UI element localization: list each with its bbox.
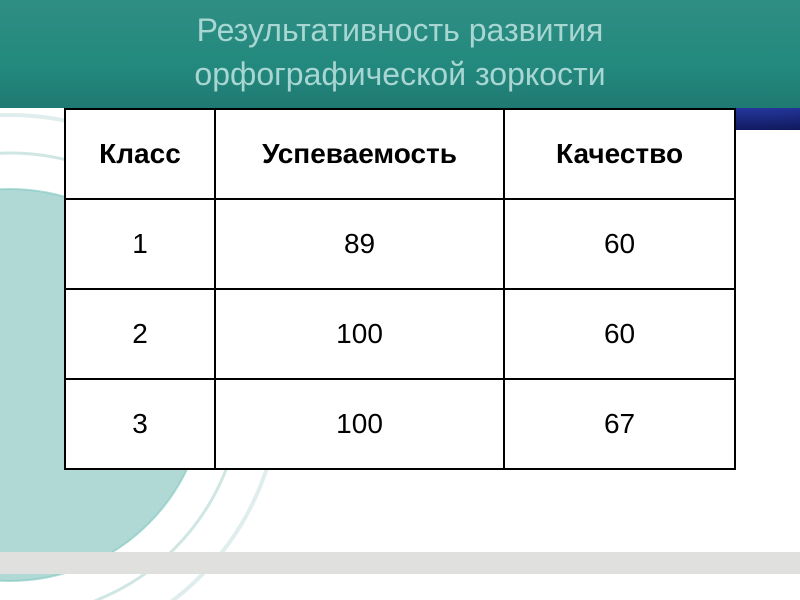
cell-class: 3 bbox=[65, 379, 215, 469]
table-row: 2 100 60 bbox=[65, 289, 735, 379]
footer-strip bbox=[0, 552, 800, 574]
cell-success: 89 bbox=[215, 199, 504, 289]
cell-success: 100 bbox=[215, 289, 504, 379]
col-header-class: Класс bbox=[65, 109, 215, 199]
slide-title: Результативность развития орфографическо… bbox=[0, 8, 800, 96]
cell-success: 100 bbox=[215, 379, 504, 469]
cell-class: 2 bbox=[65, 289, 215, 379]
col-header-quality: Качество bbox=[504, 109, 735, 199]
cell-class: 1 bbox=[65, 199, 215, 289]
cell-quality: 67 bbox=[504, 379, 735, 469]
slide: Результативность развития орфографическо… bbox=[0, 0, 800, 600]
table-row: 1 89 60 bbox=[65, 199, 735, 289]
table-header-row: Класс Успеваемость Качество bbox=[65, 109, 735, 199]
col-header-success: Успеваемость bbox=[215, 109, 504, 199]
table-row: 3 100 67 bbox=[65, 379, 735, 469]
title-line-1: Результативность развития bbox=[197, 12, 604, 48]
title-line-2: орфографической зоркости bbox=[194, 56, 605, 92]
cell-quality: 60 bbox=[504, 289, 735, 379]
cell-quality: 60 bbox=[504, 199, 735, 289]
results-table: Класс Успеваемость Качество 1 89 60 2 10… bbox=[64, 108, 736, 470]
